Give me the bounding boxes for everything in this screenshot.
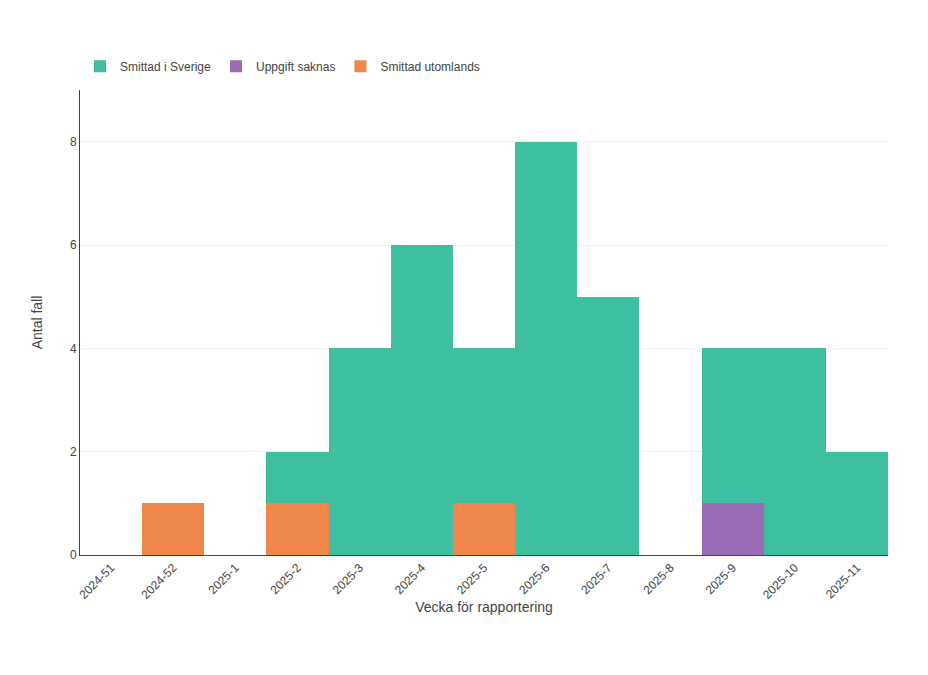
svg-text:2025-1: 2025-1 bbox=[205, 561, 242, 598]
svg-text:2025-2: 2025-2 bbox=[268, 561, 305, 598]
svg-text:4: 4 bbox=[70, 342, 77, 356]
svg-text:2: 2 bbox=[70, 445, 77, 459]
svg-text:2025-8: 2025-8 bbox=[640, 561, 677, 598]
svg-text:6: 6 bbox=[70, 238, 77, 252]
svg-text:Smittad i Sverige: Smittad i Sverige bbox=[120, 60, 211, 74]
svg-text:2025-6: 2025-6 bbox=[516, 561, 553, 598]
svg-text:Antal fall: Antal fall bbox=[29, 296, 45, 350]
svg-text:Smittad utomlands: Smittad utomlands bbox=[380, 60, 479, 74]
svg-text:8: 8 bbox=[70, 135, 77, 149]
svg-text:2025-9: 2025-9 bbox=[703, 561, 740, 598]
svg-text:0: 0 bbox=[70, 548, 77, 562]
svg-text:2025-11: 2025-11 bbox=[823, 561, 864, 602]
svg-text:2025-10: 2025-10 bbox=[760, 561, 801, 602]
svg-text:2025-4: 2025-4 bbox=[392, 561, 429, 598]
svg-text:2025-5: 2025-5 bbox=[454, 561, 491, 598]
svg-text:Vecka för rapportering: Vecka för rapportering bbox=[415, 599, 553, 615]
svg-text:Uppgift saknas: Uppgift saknas bbox=[256, 60, 335, 74]
svg-text:2025-7: 2025-7 bbox=[578, 561, 615, 598]
svg-text:2024-51: 2024-51 bbox=[76, 561, 117, 602]
svg-text:2025-3: 2025-3 bbox=[330, 561, 367, 598]
svg-text:2024-52: 2024-52 bbox=[139, 561, 180, 602]
